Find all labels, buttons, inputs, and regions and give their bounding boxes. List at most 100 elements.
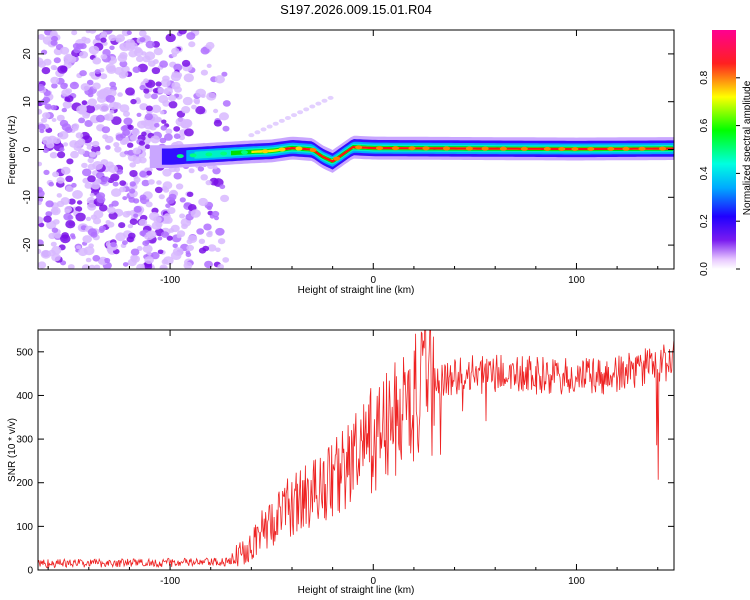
noise-blob bbox=[178, 30, 187, 35]
signal-highlight bbox=[355, 145, 363, 150]
signal-highlight bbox=[659, 146, 667, 151]
noise-blob bbox=[75, 132, 84, 139]
noise-blob bbox=[53, 57, 61, 64]
noise-blob bbox=[45, 211, 53, 217]
noise-blob bbox=[99, 204, 108, 212]
noise-blob bbox=[85, 216, 92, 222]
snr-ylabel: SNR (10 * v/v) bbox=[7, 418, 18, 482]
noise-blob bbox=[181, 59, 191, 67]
noise-blob bbox=[202, 245, 210, 252]
noise-blob bbox=[89, 264, 95, 269]
noise-blob bbox=[162, 100, 171, 107]
noise-blob bbox=[88, 45, 100, 55]
noise-blob bbox=[81, 162, 88, 169]
noise-blob bbox=[200, 174, 208, 181]
noise-blob bbox=[128, 232, 136, 239]
noise-blob bbox=[203, 223, 212, 231]
noise-blob bbox=[182, 96, 193, 106]
noise-streak bbox=[291, 113, 298, 118]
snr-panel: -100 0 100 0 100 200 300 400 500 Height of strai… bbox=[7, 329, 675, 596]
noise-blob bbox=[138, 30, 147, 37]
noise-blob bbox=[51, 227, 59, 233]
noise-blob bbox=[51, 207, 59, 214]
noise-blob bbox=[123, 117, 133, 126]
noise-blob bbox=[162, 168, 172, 177]
noise-blob bbox=[87, 228, 97, 237]
noise-blob bbox=[119, 60, 128, 68]
noise-blob bbox=[151, 67, 161, 75]
noise-blob bbox=[198, 197, 209, 207]
noise-blob bbox=[179, 197, 186, 203]
signal-highlight bbox=[520, 146, 528, 151]
noise-blob bbox=[85, 257, 92, 263]
figure-title: S197.2026.009.15.01.R04 bbox=[280, 2, 432, 17]
noise-blob bbox=[145, 40, 155, 49]
signal-highlight bbox=[392, 146, 400, 151]
signal-highlight bbox=[499, 146, 507, 151]
noise-blob bbox=[68, 198, 76, 205]
noise-blob bbox=[132, 147, 141, 155]
noise-blob bbox=[71, 235, 76, 240]
noise-blob bbox=[38, 216, 43, 224]
noise-blob bbox=[162, 89, 169, 95]
noise-blob bbox=[207, 244, 217, 252]
noise-blob bbox=[219, 184, 226, 190]
noise-blob bbox=[214, 75, 225, 84]
y-tick-label: 20 bbox=[22, 48, 33, 60]
noise-streak bbox=[297, 110, 304, 115]
noise-blob bbox=[56, 114, 65, 122]
noise-blob bbox=[65, 185, 74, 192]
y-tick-label: -10 bbox=[22, 190, 33, 205]
noise-blob bbox=[139, 84, 146, 91]
noise-streak bbox=[278, 118, 285, 123]
noise-blob bbox=[119, 180, 127, 186]
noise-blob bbox=[52, 137, 61, 145]
signal-highlight bbox=[278, 147, 286, 152]
noise-blob bbox=[150, 93, 158, 100]
noise-blob bbox=[183, 73, 194, 83]
noise-streak bbox=[254, 130, 261, 135]
noise-blob bbox=[38, 108, 43, 115]
noise-blob bbox=[38, 248, 42, 254]
noise-blob bbox=[200, 69, 208, 76]
noise-blob bbox=[57, 151, 66, 159]
noise-streak bbox=[260, 127, 267, 132]
noise-blob bbox=[205, 41, 215, 50]
noise-blob bbox=[165, 203, 171, 208]
noise-blob bbox=[143, 88, 150, 94]
y-tick-label: 100 bbox=[16, 522, 33, 533]
noise-blob bbox=[63, 60, 69, 65]
noise-blob bbox=[86, 145, 93, 150]
noise-blob bbox=[50, 39, 58, 46]
noise-blob bbox=[132, 156, 142, 164]
noise-blob bbox=[67, 264, 75, 269]
noise-blob bbox=[220, 194, 230, 203]
noise-blob bbox=[80, 83, 91, 91]
signal-highlight bbox=[442, 146, 450, 151]
y-tick-label: 300 bbox=[16, 435, 33, 446]
noise-blob bbox=[139, 230, 146, 236]
noise-blob bbox=[59, 147, 65, 152]
noise-blob bbox=[79, 51, 89, 59]
noise-blob bbox=[109, 45, 115, 51]
noise-blob bbox=[154, 186, 163, 194]
noise-blob bbox=[94, 69, 101, 75]
noise-blob bbox=[71, 182, 77, 188]
noise-blob bbox=[84, 182, 93, 189]
noise-blob bbox=[38, 222, 45, 228]
x-tick-label: 100 bbox=[568, 275, 585, 286]
colorbar bbox=[712, 30, 736, 269]
noise-blob bbox=[95, 151, 101, 156]
noise-blob bbox=[50, 64, 57, 71]
noise-blob bbox=[109, 109, 115, 114]
colorbar-tick-label: 0.8 bbox=[699, 70, 710, 84]
signal-highlight bbox=[607, 146, 615, 151]
noise-blob bbox=[168, 228, 175, 233]
noise-blob bbox=[40, 117, 48, 123]
noise-blob bbox=[87, 163, 96, 171]
noise-blob bbox=[176, 234, 182, 239]
noise-blob bbox=[121, 137, 130, 145]
noise-blob bbox=[65, 175, 74, 182]
noise-blob bbox=[158, 194, 165, 200]
